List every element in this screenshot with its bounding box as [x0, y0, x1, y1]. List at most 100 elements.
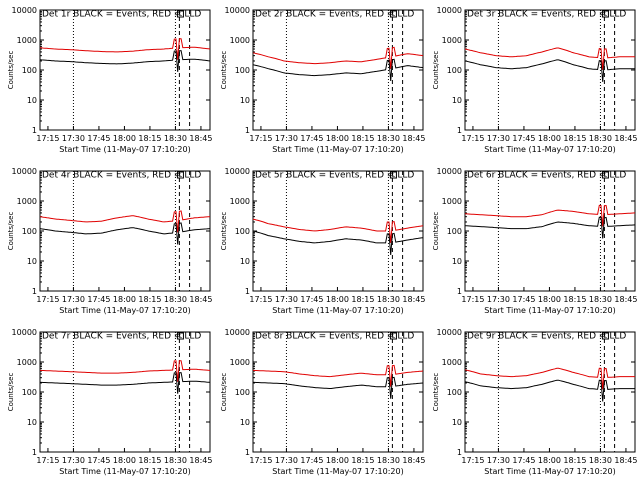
y-tick-label: 1 [32, 287, 37, 296]
x-tick-label: 18:45 [614, 456, 637, 465]
y-tick-label: 1000 [442, 36, 462, 45]
panel-title: Det 3r BLACK = Events, RED = LLD [467, 10, 626, 20]
x-tick-label: 17:30 [487, 295, 510, 304]
lld-series [464, 47, 635, 70]
marker-label: L [392, 333, 396, 340]
x-tick-label: 17:15 [461, 295, 484, 304]
x-tick-label: 18:15 [351, 134, 374, 143]
panel-1: Det 1r BLACK = Events, RED = LLD 1 10 100 10… [7, 6, 212, 154]
events-series [252, 58, 424, 81]
x-axis-label: Start Time (11-May-07 17:10:20) [272, 467, 403, 476]
x-tick-label: 18:15 [351, 295, 374, 304]
panel-7: Det 7r BLACK = Events, RED = LLD 1 10 100 10… [7, 328, 212, 476]
events-series [464, 379, 635, 402]
events-series [464, 216, 636, 239]
y-tick-label: 1000 [230, 36, 250, 45]
x-axis-label: Start Time (11-May-07 17:10:20) [484, 306, 615, 315]
x-tick-label: 17:15 [249, 295, 272, 304]
x-tick-label: 17:45 [300, 295, 323, 304]
x-axis-label: Start Time (11-May-07 17:10:20) [272, 306, 403, 315]
x-tick-label: 17:15 [461, 456, 484, 465]
y-tick-label: 100 [22, 227, 37, 236]
marker-label: L [604, 11, 608, 18]
y-tick-label: 100 [235, 227, 250, 236]
x-tick-label: 18:30 [589, 295, 612, 304]
panel-title: Det 1r BLACK = Events, RED = LLD [42, 10, 201, 20]
x-tick-label: 18:15 [563, 134, 586, 143]
x-tick-label: 18:30 [589, 134, 612, 143]
x-tick-label: 18:15 [138, 134, 161, 143]
y-axis-label: Counts/sec [432, 373, 440, 412]
x-axis-label: Start Time (11-May-07 17:10:20) [272, 145, 403, 154]
x-tick-label: 17:30 [62, 295, 85, 304]
y-axis-label: Counts/sec [220, 51, 228, 90]
y-axis-label: Counts/sec [432, 51, 440, 90]
y-tick-label: 1 [457, 448, 462, 457]
x-tick-label: 18:45 [189, 295, 212, 304]
y-tick-label: 100 [447, 388, 462, 397]
lld-series [252, 46, 424, 70]
lld-series [252, 364, 424, 387]
marker-label: L [392, 172, 396, 179]
y-tick-label: 100 [447, 66, 462, 75]
x-tick-label: 18:45 [402, 295, 425, 304]
y-axis-label: Counts/sec [7, 212, 15, 251]
y-tick-label: 10000 [437, 328, 462, 337]
x-tick-label: 17:30 [487, 456, 510, 465]
events-series [39, 222, 211, 245]
events-series [464, 59, 635, 82]
marker-box [389, 332, 397, 340]
x-tick-label: 17:45 [512, 456, 535, 465]
y-tick-label: 1 [457, 287, 462, 296]
plot-frame [252, 170, 424, 292]
panel-title: Det 6r BLACK = Events, RED = LLD [467, 171, 626, 181]
x-tick-label: 17:45 [87, 456, 110, 465]
marker-box [601, 171, 609, 179]
x-tick-label: 18:30 [164, 295, 187, 304]
marker-box [389, 10, 397, 18]
y-tick-label: 1 [32, 126, 37, 135]
y-tick-label: 1 [245, 287, 250, 296]
x-tick-label: 17:45 [87, 295, 110, 304]
plot-frame [252, 331, 424, 453]
x-tick-label: 18:00 [113, 295, 136, 304]
x-tick-label: 18:30 [377, 134, 400, 143]
panel-2: Det 2r BLACK = Events, RED = LLD 1 10 100 10… [220, 6, 425, 154]
marker-box [601, 332, 609, 340]
x-tick-label: 17:30 [275, 134, 298, 143]
x-tick-label: 18:45 [189, 456, 212, 465]
y-axis-label: Counts/sec [220, 373, 228, 412]
x-tick-label: 18:15 [563, 456, 586, 465]
marker-label: L [179, 11, 183, 18]
x-tick-label: 18:00 [538, 295, 561, 304]
y-tick-label: 10000 [12, 167, 37, 176]
x-tick-label: 17:15 [36, 295, 59, 304]
x-tick-label: 18:15 [138, 456, 161, 465]
x-tick-label: 18:30 [164, 456, 187, 465]
y-tick-label: 1000 [442, 358, 462, 367]
y-tick-label: 1000 [17, 197, 37, 206]
x-tick-label: 17:30 [62, 134, 85, 143]
panel-6: Det 6r BLACK = Events, RED = LLD 1 10 100 10… [432, 167, 637, 315]
x-tick-label: 18:00 [538, 456, 561, 465]
x-tick-label: 18:45 [614, 134, 637, 143]
y-tick-label: 10000 [437, 6, 462, 15]
panel-3: Det 3r BLACK = Events, RED = LLD 1 10 100 10… [432, 6, 637, 154]
x-tick-label: 17:15 [249, 456, 272, 465]
lld-series [464, 367, 635, 390]
x-tick-label: 18:00 [326, 456, 349, 465]
y-tick-label: 100 [22, 66, 37, 75]
panel-5: Det 5r BLACK = Events, RED = LLD 1 10 100 10… [220, 167, 425, 315]
lld-series [464, 204, 636, 227]
x-tick-label: 18:15 [351, 456, 374, 465]
x-tick-label: 18:15 [138, 295, 161, 304]
marker-box [176, 10, 184, 18]
events-series [39, 50, 211, 72]
x-tick-label: 17:15 [36, 134, 59, 143]
x-tick-label: 17:30 [62, 456, 85, 465]
y-tick-label: 10000 [225, 167, 250, 176]
marker-label: L [179, 333, 183, 340]
x-tick-label: 17:45 [512, 295, 535, 304]
plot-frame [39, 331, 211, 453]
